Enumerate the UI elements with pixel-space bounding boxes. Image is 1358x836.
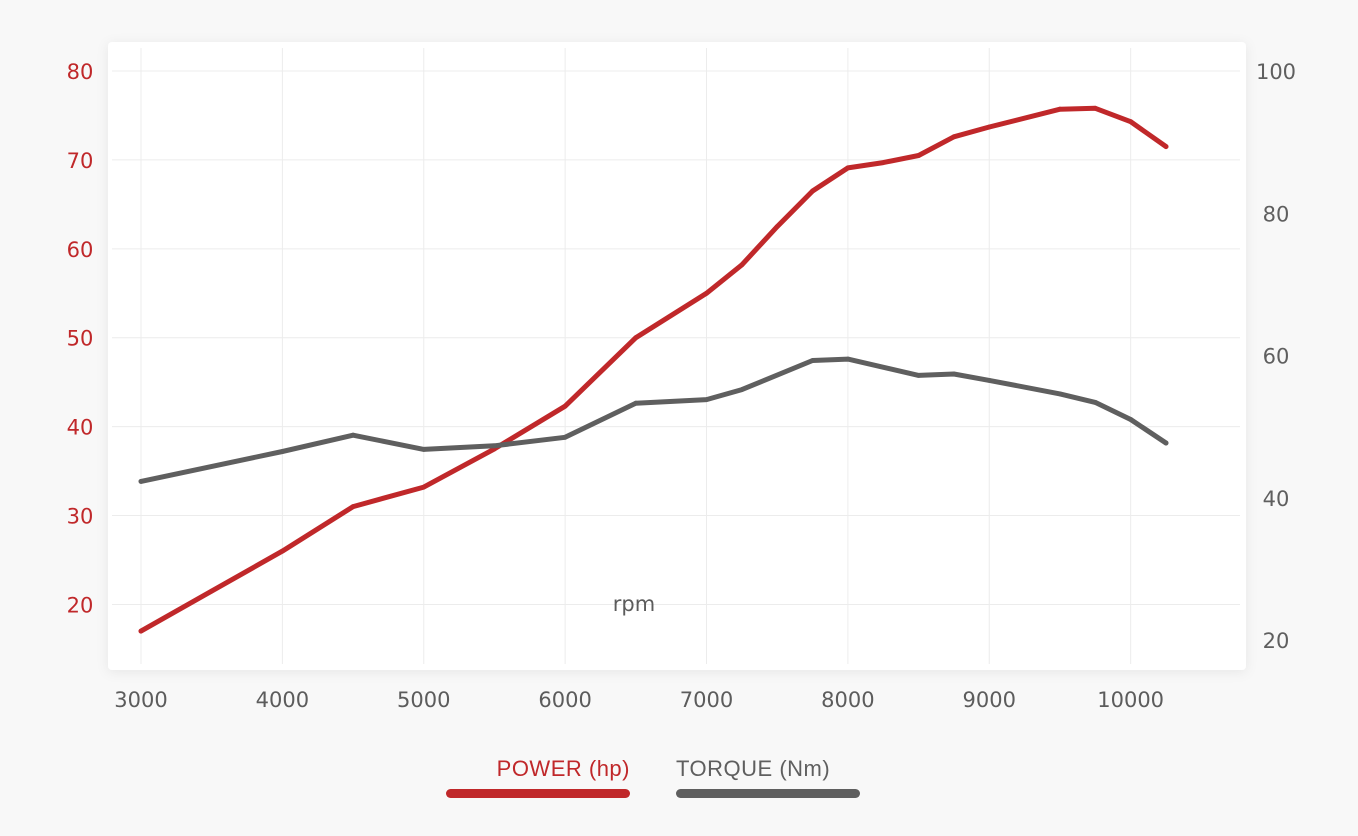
x-tick-label: 3000 xyxy=(114,688,167,712)
data-point-torque xyxy=(1128,417,1134,422)
data-point-torque xyxy=(986,378,992,383)
y-left-tick-label: 20 xyxy=(67,593,94,617)
data-point-power xyxy=(704,290,709,296)
x-tick-label: 8000 xyxy=(821,688,874,712)
data-point-power xyxy=(350,504,356,509)
plot-card xyxy=(108,42,1246,670)
y-right-tick-label: 60 xyxy=(1263,345,1290,369)
x-tick-label: 5000 xyxy=(397,688,450,712)
data-point-power xyxy=(986,124,992,130)
data-point-power xyxy=(280,548,285,554)
data-point-torque xyxy=(1092,400,1098,405)
data-point-torque xyxy=(704,397,709,402)
legend-item-power[interactable]: POWER (hp) xyxy=(446,756,632,802)
y-left-tick-label: 70 xyxy=(67,149,94,173)
x-tick-label: 9000 xyxy=(963,688,1016,712)
data-point-power xyxy=(810,188,815,194)
data-point-power xyxy=(633,335,639,341)
legend-swatch-torque xyxy=(676,789,860,798)
data-point-torque xyxy=(138,479,144,484)
data-point-power xyxy=(1092,105,1098,111)
y-right-tick-label: 80 xyxy=(1263,202,1290,226)
data-point-power xyxy=(209,588,215,594)
data-point-torque xyxy=(280,449,285,454)
y-left-tick-label: 50 xyxy=(67,327,94,351)
x-tick-label: 7000 xyxy=(680,688,733,712)
series-layer xyxy=(138,105,1169,634)
x-unit-label: rpm xyxy=(613,592,655,616)
y-left-tick-label: 60 xyxy=(67,238,94,262)
x-tick-label: 10000 xyxy=(1097,688,1164,712)
data-point-torque xyxy=(633,400,639,406)
legend-label-torque: TORQUE (Nm) xyxy=(676,756,831,781)
data-point-power xyxy=(1163,144,1169,150)
data-point-torque xyxy=(1057,391,1063,397)
data-point-power xyxy=(774,224,780,230)
y-right-tick-label: 20 xyxy=(1263,629,1290,653)
data-point-power xyxy=(138,628,144,634)
legend-item-torque[interactable]: TORQUE (Nm) xyxy=(676,756,862,802)
data-point-power xyxy=(562,403,568,409)
data-point-torque xyxy=(492,443,497,449)
data-point-torque xyxy=(951,371,957,377)
data-point-power xyxy=(421,484,427,490)
data-point-power xyxy=(845,165,851,171)
data-point-torque xyxy=(350,432,356,438)
grid xyxy=(112,48,1240,664)
data-point-torque xyxy=(845,356,851,362)
data-point-torque xyxy=(421,447,427,452)
legend-swatch-power xyxy=(446,789,630,798)
x-tick-label: 6000 xyxy=(538,688,591,712)
y-left-tick-label: 40 xyxy=(67,416,94,440)
axes: 3000 4000 5000 6000 7000 8000 9000 10000 20 30 40 5… xyxy=(67,60,1296,712)
series-line-torque xyxy=(138,356,1169,484)
y-right-tick-label: 40 xyxy=(1263,487,1290,511)
data-point-torque xyxy=(562,434,568,440)
data-point-power xyxy=(1128,119,1134,125)
legend-label-power: POWER (hp) xyxy=(496,756,630,781)
data-point-power xyxy=(1057,106,1063,112)
data-point-power xyxy=(951,134,957,140)
data-point-torque xyxy=(739,387,745,392)
y-left-tick-label: 80 xyxy=(67,60,94,84)
data-point-torque xyxy=(810,358,815,363)
data-point-power xyxy=(739,262,745,268)
data-point-torque xyxy=(1163,440,1169,446)
data-point-power xyxy=(880,160,886,166)
data-point-torque xyxy=(916,373,921,378)
y-left-tick-label: 30 xyxy=(67,505,94,529)
y-right-tick-label: 100 xyxy=(1256,60,1296,84)
x-tick-label: 4000 xyxy=(256,688,309,712)
legend: POWER (hp) TORQUE (Nm) xyxy=(0,756,1358,806)
data-point-power xyxy=(916,153,921,158)
